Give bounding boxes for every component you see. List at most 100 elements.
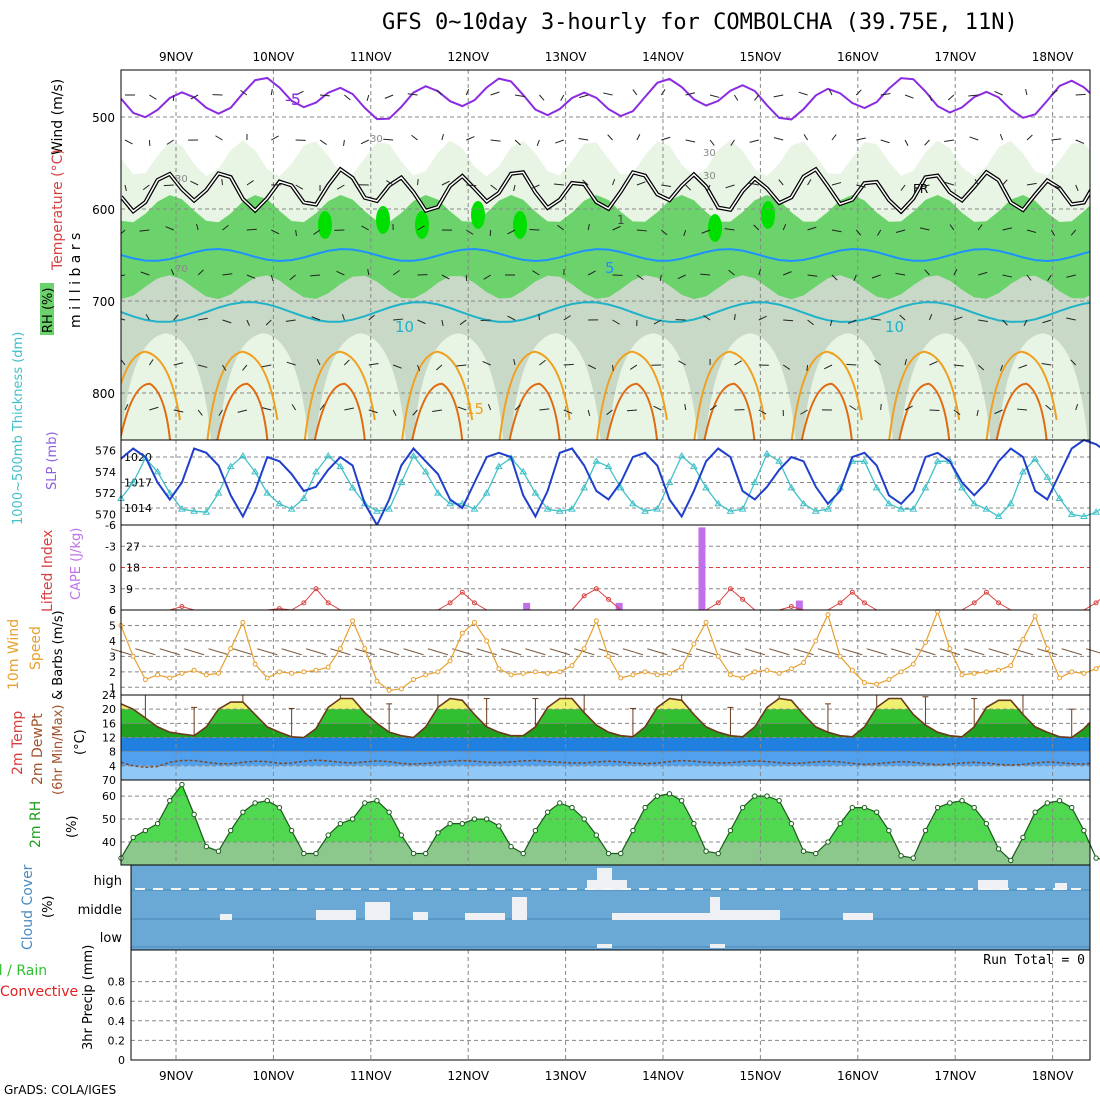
cloud-dash bbox=[423, 888, 433, 890]
wind-barb bbox=[441, 274, 450, 280]
rh-point bbox=[861, 804, 868, 811]
day-label-bottom: 17NOV bbox=[934, 1069, 976, 1083]
wind-barb bbox=[170, 268, 175, 276]
rh-point bbox=[325, 832, 331, 838]
wind-barb bbox=[607, 134, 613, 141]
temp-tick-label: 16 bbox=[102, 717, 116, 730]
wind-barb bbox=[880, 93, 891, 96]
wind-barb bbox=[733, 313, 736, 321]
wind-barb bbox=[271, 135, 279, 141]
wind-barb bbox=[412, 409, 418, 416]
cloud-patch bbox=[843, 913, 873, 920]
thickness-point bbox=[555, 507, 564, 514]
wind-barb bbox=[994, 91, 1003, 96]
cloud-dash bbox=[783, 888, 793, 890]
wind-speed-point bbox=[776, 670, 782, 676]
wind-barb bbox=[197, 269, 204, 276]
wind-barb bbox=[831, 229, 842, 233]
wind-barb bbox=[754, 94, 760, 101]
temp-contour-20 bbox=[606, 382, 658, 440]
temp-label-3: (6hr Min/Max) bbox=[51, 705, 66, 795]
precip-tick-label: 0.6 bbox=[108, 995, 126, 1008]
wind-barb bbox=[563, 409, 573, 414]
wind-barb bbox=[316, 359, 321, 366]
run-total: Run Total = 0 bbox=[983, 953, 1085, 968]
wind-speed-point bbox=[191, 667, 197, 673]
thickness-point bbox=[1067, 510, 1076, 517]
temp-contour-20 bbox=[703, 382, 756, 440]
cloud-patch bbox=[710, 944, 725, 948]
wind-barb bbox=[319, 139, 327, 145]
wind-barb bbox=[709, 139, 715, 146]
wind-speed-point bbox=[484, 638, 490, 644]
wind-speed-point bbox=[557, 669, 563, 675]
cloud-axis-label: Cloud Cover bbox=[20, 864, 36, 950]
wind-barb bbox=[166, 139, 175, 145]
li-point bbox=[971, 600, 977, 606]
rh-point bbox=[1020, 834, 1026, 841]
cloud-dash bbox=[459, 888, 469, 890]
temp-tick-label: 12 bbox=[102, 732, 116, 745]
wind-barb bbox=[778, 179, 784, 186]
wind-barb bbox=[1075, 403, 1079, 411]
contour-label: 30 bbox=[703, 171, 716, 182]
li-point bbox=[459, 589, 465, 595]
cloud-tick-label: middle bbox=[78, 903, 122, 918]
day-label-top: 18NOV bbox=[1032, 50, 1074, 64]
li-point bbox=[837, 600, 843, 606]
day-label-top: 17NOV bbox=[934, 50, 976, 64]
wind-speed-point bbox=[654, 672, 660, 678]
wind-barb bbox=[877, 229, 882, 236]
wind-barb bbox=[855, 229, 862, 236]
rh-2m-panel: 40 50 60 2m RH (%) bbox=[28, 779, 1100, 866]
wind-barb bbox=[636, 274, 644, 281]
wind-barb bbox=[560, 94, 565, 101]
wind-barb bbox=[578, 137, 589, 141]
rh-green-band bbox=[121, 195, 1090, 300]
temp-contour-15 bbox=[985, 350, 1058, 440]
cloud-dash bbox=[1017, 888, 1027, 890]
wind-barb bbox=[246, 274, 256, 279]
wind-barb bbox=[198, 317, 208, 321]
legend-rh-swatch bbox=[40, 283, 54, 335]
wind-speed-point bbox=[727, 672, 733, 678]
wind-barb bbox=[949, 224, 955, 231]
surface-wind-barb bbox=[1061, 648, 1082, 656]
wind-speed-point bbox=[435, 669, 441, 675]
surface-wind-barb bbox=[379, 648, 400, 656]
wind-barb bbox=[904, 139, 909, 146]
cloud-dash bbox=[729, 888, 739, 890]
wind-barb bbox=[924, 139, 930, 146]
rh-point bbox=[264, 797, 270, 804]
li-point bbox=[715, 600, 721, 606]
wind-barb bbox=[807, 319, 814, 326]
wind-barb bbox=[319, 94, 330, 97]
thickness-point bbox=[616, 483, 625, 491]
thickness-point bbox=[641, 507, 649, 514]
wind-barb bbox=[557, 224, 565, 231]
thickness-point bbox=[689, 462, 698, 470]
wind-barb bbox=[218, 409, 223, 416]
rh-point bbox=[191, 811, 197, 818]
day-label-top: 10NOV bbox=[253, 50, 295, 64]
rh-point bbox=[1008, 857, 1014, 864]
wind-barb bbox=[904, 358, 907, 366]
surface-wind-barb bbox=[1037, 648, 1058, 656]
wind-tick-label: 4 bbox=[109, 635, 116, 648]
surface-wind-barb bbox=[744, 648, 765, 656]
wind-barb bbox=[291, 404, 297, 411]
wind-speed-point bbox=[849, 667, 855, 673]
rh-point bbox=[508, 843, 514, 850]
contour-label: 15 bbox=[465, 400, 484, 418]
wind-barb bbox=[411, 134, 418, 141]
wind-barb bbox=[336, 184, 345, 190]
rh-max-cell bbox=[761, 201, 775, 229]
wind-barb bbox=[531, 184, 540, 189]
precip-tick-label: 0.4 bbox=[108, 1015, 126, 1028]
wind-barb bbox=[514, 139, 521, 146]
wind-label-1: 10m Wind bbox=[6, 619, 22, 690]
thickness-point bbox=[665, 478, 674, 485]
contour-label: 10 bbox=[885, 318, 904, 336]
wind-barb bbox=[246, 319, 250, 326]
cloud-patch bbox=[1055, 883, 1067, 890]
